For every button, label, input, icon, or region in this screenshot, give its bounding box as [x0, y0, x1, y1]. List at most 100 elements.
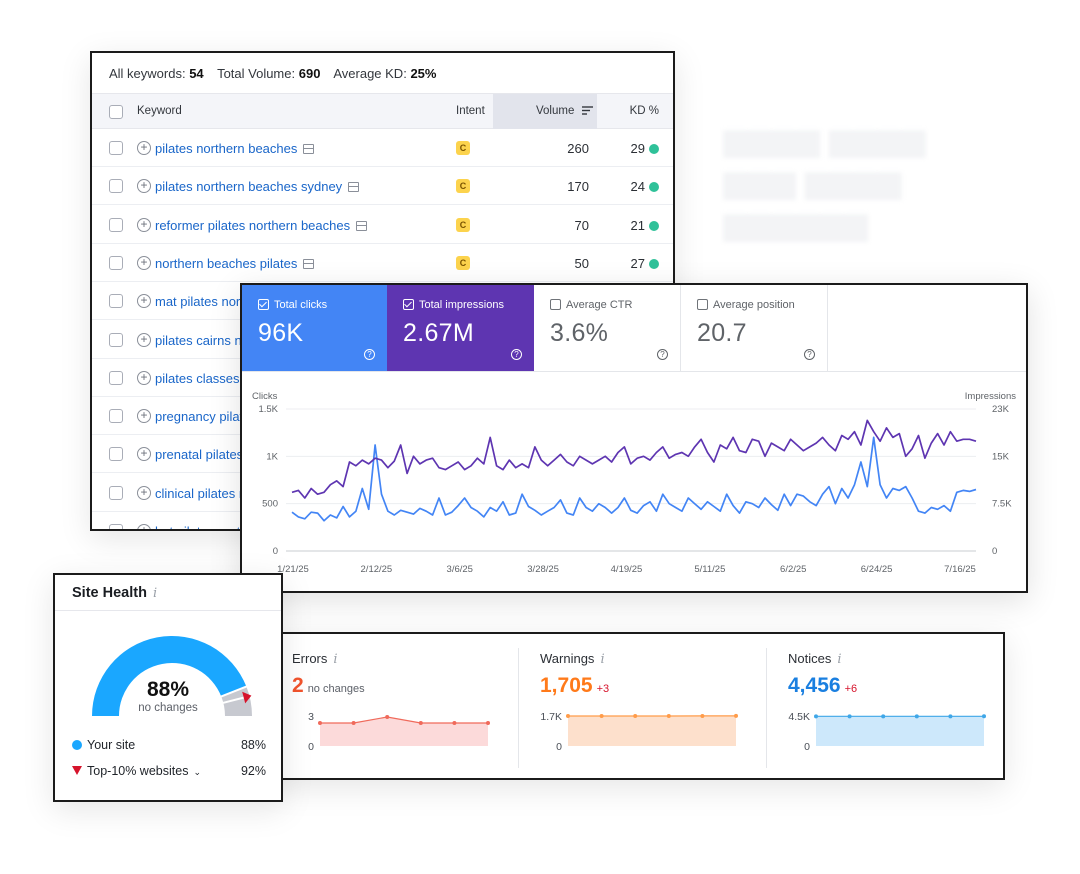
- column-keyword[interactable]: Keyword: [137, 105, 182, 117]
- row-checkbox[interactable]: [109, 447, 123, 462]
- row-checkbox[interactable]: [109, 255, 123, 270]
- sparkline-point[interactable]: [948, 714, 953, 719]
- metric-label: Total impressions: [419, 299, 504, 311]
- help-icon[interactable]: ?: [511, 349, 522, 360]
- column-intent[interactable]: Intent: [456, 105, 485, 117]
- sparkline-point[interactable]: [666, 713, 671, 718]
- keyword-link[interactable]: pilates northern beaches: [155, 141, 315, 156]
- sparkline-point[interactable]: [633, 713, 638, 718]
- keyword-link[interactable]: pilates classes: [155, 371, 240, 386]
- sparkline-point[interactable]: [847, 714, 852, 719]
- sparkline-point[interactable]: [814, 714, 818, 719]
- row-checkbox[interactable]: [109, 524, 123, 529]
- keyword-link[interactable]: pilates cairns n: [155, 333, 242, 348]
- sparkline-point[interactable]: [599, 713, 604, 718]
- metric-value: 20.7: [697, 319, 747, 347]
- sparkline-point[interactable]: [318, 721, 322, 725]
- sparkline-point[interactable]: [700, 713, 705, 718]
- metric-total-clicks[interactable]: Total clicks 96K ?: [242, 285, 387, 371]
- info-icon[interactable]: i: [837, 652, 842, 667]
- add-keyword-icon[interactable]: +: [137, 255, 151, 270]
- sparkline-point[interactable]: [486, 721, 490, 725]
- info-icon[interactable]: i: [600, 652, 605, 667]
- add-keyword-icon[interactable]: +: [137, 485, 151, 500]
- row-value: 88%: [240, 738, 266, 752]
- keyword-text: pilates northern beaches sydney: [155, 179, 343, 195]
- add-keyword-icon[interactable]: +: [137, 409, 151, 424]
- volume-value: 170: [567, 179, 589, 195]
- keyword-link[interactable]: clinical pilates n: [155, 486, 246, 501]
- select-all-checkbox[interactable]: [109, 105, 123, 119]
- add-keyword-icon[interactable]: +: [137, 524, 151, 529]
- row-label: Top-10% websites: [87, 764, 189, 778]
- issue-notices[interactable]: Notices i 4,456 +6 4.5K 0: [788, 634, 1008, 778]
- help-icon[interactable]: ?: [364, 349, 375, 360]
- column-kd[interactable]: KD %: [629, 105, 659, 117]
- issue-count: 1,705: [540, 674, 593, 697]
- checkbox-icon[interactable]: [258, 299, 269, 310]
- add-keyword-icon[interactable]: +: [137, 332, 151, 347]
- table-row[interactable]: + pilates northern beaches sydney C 170 24: [92, 167, 673, 206]
- metric-average-position[interactable]: Average position 20.7 ?: [681, 285, 828, 371]
- checkbox-icon[interactable]: [550, 299, 561, 310]
- checkbox-icon[interactable]: [403, 299, 414, 310]
- sparkline-point[interactable]: [914, 714, 919, 719]
- top10-row[interactable]: Top-10% websites ⌄ 92%: [72, 764, 266, 778]
- sparkline-point[interactable]: [881, 714, 886, 719]
- sparkline-point[interactable]: [385, 715, 390, 719]
- row-checkbox[interactable]: [109, 141, 123, 155]
- serp-features-icon[interactable]: [356, 220, 368, 231]
- table-row[interactable]: + reformer pilates northern beaches C 70 21: [92, 206, 673, 244]
- right-tick-label: 23K: [992, 404, 1010, 415]
- table-row[interactable]: + pilates northern beaches C 260 29: [92, 129, 673, 167]
- row-checkbox[interactable]: [109, 485, 123, 500]
- help-icon[interactable]: ?: [657, 349, 668, 360]
- row-checkbox[interactable]: [109, 217, 123, 232]
- issue-sparkline: 4.5K 0: [788, 711, 986, 752]
- keyword-link[interactable]: prenatal pilates: [155, 447, 243, 462]
- x-tick-label: 1/21/25: [277, 564, 309, 575]
- sparkline-point[interactable]: [418, 721, 423, 725]
- sparkline-point[interactable]: [566, 713, 570, 718]
- keyword-link[interactable]: hot pilates nort: [155, 524, 240, 529]
- info-icon[interactable]: i: [152, 586, 158, 601]
- row-checkbox[interactable]: [109, 370, 123, 385]
- keyword-link[interactable]: pregnancy pilat: [155, 409, 243, 424]
- serp-features-icon[interactable]: [303, 144, 315, 154]
- keyword-link[interactable]: reformer pilates northern beaches: [155, 218, 368, 233]
- keyword-link[interactable]: mat pilates nort: [155, 294, 244, 309]
- issue-errors[interactable]: Errors i 2 no changes 3 0: [292, 634, 512, 778]
- add-keyword-icon[interactable]: +: [137, 141, 151, 155]
- metric-total-impressions[interactable]: Total impressions 2.67M ?: [387, 285, 534, 371]
- add-keyword-icon[interactable]: +: [137, 217, 151, 232]
- add-keyword-icon[interactable]: +: [137, 370, 151, 385]
- kd-status-dot-icon: [649, 258, 659, 269]
- serp-features-icon[interactable]: [348, 182, 360, 193]
- info-icon[interactable]: i: [333, 652, 338, 667]
- column-volume[interactable]: Volume: [536, 105, 593, 117]
- table-row[interactable]: + hot pilates nort: [92, 512, 673, 529]
- issue-title-text: Warnings: [540, 651, 595, 666]
- row-checkbox[interactable]: [109, 179, 123, 194]
- sparkline-point[interactable]: [351, 721, 356, 725]
- keyword-link[interactable]: northern beaches pilates: [155, 256, 315, 271]
- sparkline-y-tick: 0: [804, 741, 810, 752]
- checkbox-icon[interactable]: [697, 299, 708, 310]
- keyword-link[interactable]: pilates northern beaches sydney: [155, 179, 360, 195]
- row-checkbox[interactable]: [109, 332, 123, 347]
- add-keyword-icon[interactable]: +: [137, 447, 151, 462]
- table-row[interactable]: + northern beaches pilates C 50 27: [92, 244, 673, 282]
- add-keyword-icon[interactable]: +: [137, 179, 151, 194]
- chevron-down-icon[interactable]: ⌄: [193, 767, 201, 777]
- serp-features-icon[interactable]: [303, 258, 315, 269]
- row-checkbox[interactable]: [109, 409, 123, 424]
- help-icon[interactable]: ?: [804, 349, 815, 360]
- metric-average-ctr[interactable]: Average CTR 3.6% ?: [534, 285, 681, 371]
- add-keyword-icon[interactable]: +: [137, 294, 151, 309]
- sparkline-point[interactable]: [734, 713, 738, 718]
- sparkline-point[interactable]: [452, 721, 457, 725]
- row-checkbox[interactable]: [109, 294, 123, 309]
- issue-warnings[interactable]: Warnings i 1,705 +3 1.7K 0: [540, 634, 760, 778]
- sparkline-point[interactable]: [982, 714, 986, 719]
- issue-title-text: Notices: [788, 651, 832, 666]
